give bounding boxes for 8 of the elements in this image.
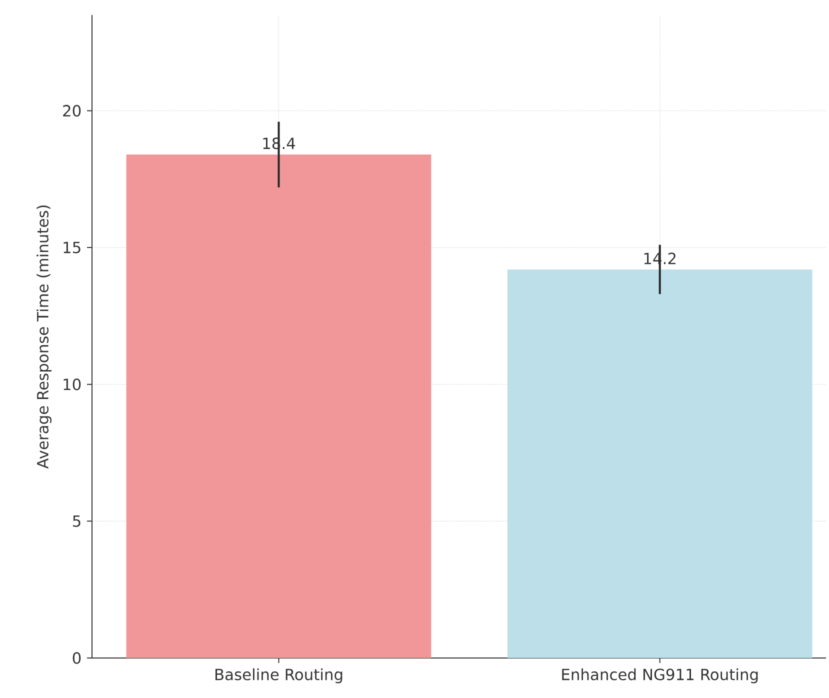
y-axis-title: Average Response Time (minutes) — [36, 205, 52, 469]
y-tick-label: 20 — [63, 104, 81, 117]
x-tick-label: Baseline Routing — [215, 668, 342, 684]
y-tick-label: 5 — [73, 515, 80, 527]
y-tick-label: 0 — [72, 652, 81, 664]
y-tick-label: 15 — [64, 242, 80, 254]
y-tick-label: 10 — [64, 378, 81, 390]
x-tick-label: Enhanced NG911 Routing — [562, 668, 758, 684]
